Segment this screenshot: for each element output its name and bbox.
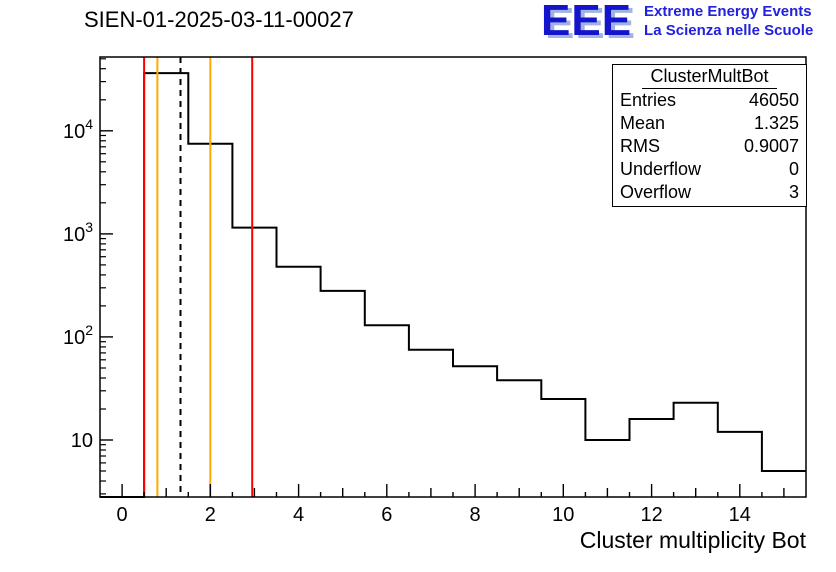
stats-row-mean: Mean 1.325 — [613, 112, 806, 135]
stats-row-rms: RMS 0.9007 — [613, 135, 806, 158]
stats-box: ClusterMultBot Entries 46050 Mean 1.325 … — [612, 64, 807, 207]
stat-label: Underflow — [620, 159, 702, 179]
eee-logo-text: Extreme Energy Events La Scienza nelle S… — [644, 0, 813, 40]
eee-logo-line1: Extreme Energy Events — [644, 3, 812, 20]
x-axis-label: Cluster multiplicity Bot — [579, 527, 806, 553]
plot-title: SIEN-01-2025-03-11-00027 — [84, 7, 354, 32]
stats-row-overflow: Overflow 3 — [613, 181, 806, 206]
stat-label: RMS — [620, 136, 660, 156]
stat-value: 0 — [788, 159, 799, 179]
x-tick-label: 2 — [205, 504, 216, 526]
plot-frame — [99, 56, 807, 498]
stats-title-row: ClusterMultBot — [613, 65, 806, 89]
y-tick-label: 102 — [63, 322, 93, 349]
y-tick-label: 104 — [63, 116, 93, 143]
x-tick-label: 6 — [381, 504, 392, 526]
histogram-line — [100, 72, 806, 498]
stat-value: 1.325 — [753, 113, 799, 133]
eee-logo-line2: La Scienza nelle Scuole — [644, 22, 814, 39]
stat-label: Overflow — [620, 182, 692, 202]
stat-value: 0.9007 — [743, 136, 799, 156]
x-tick-label: 8 — [470, 504, 481, 526]
x-tick-label: 4 — [293, 504, 304, 526]
stat-value: 46050 — [748, 90, 799, 110]
y-tick-label: 103 — [63, 219, 93, 246]
stat-label: Mean — [620, 113, 666, 133]
x-tick-label: 12 — [640, 504, 662, 526]
stat-label: Entries — [620, 90, 677, 110]
x-tick-label: 0 — [117, 504, 128, 526]
eee-logo: EEE Extreme Energy Events La Scienza nel… — [541, 0, 813, 45]
stats-row-entries: Entries 46050 — [613, 89, 806, 112]
stats-row-underflow: Underflow 0 — [613, 158, 806, 181]
y-tick-label: 10 — [71, 430, 93, 452]
x-tick-label: 14 — [729, 504, 751, 526]
eee-logo-letters: EEE — [541, 0, 633, 45]
x-tick-label: 10 — [552, 504, 574, 526]
stat-value: 3 — [788, 182, 799, 202]
stats-title: ClusterMultBot — [642, 66, 777, 89]
